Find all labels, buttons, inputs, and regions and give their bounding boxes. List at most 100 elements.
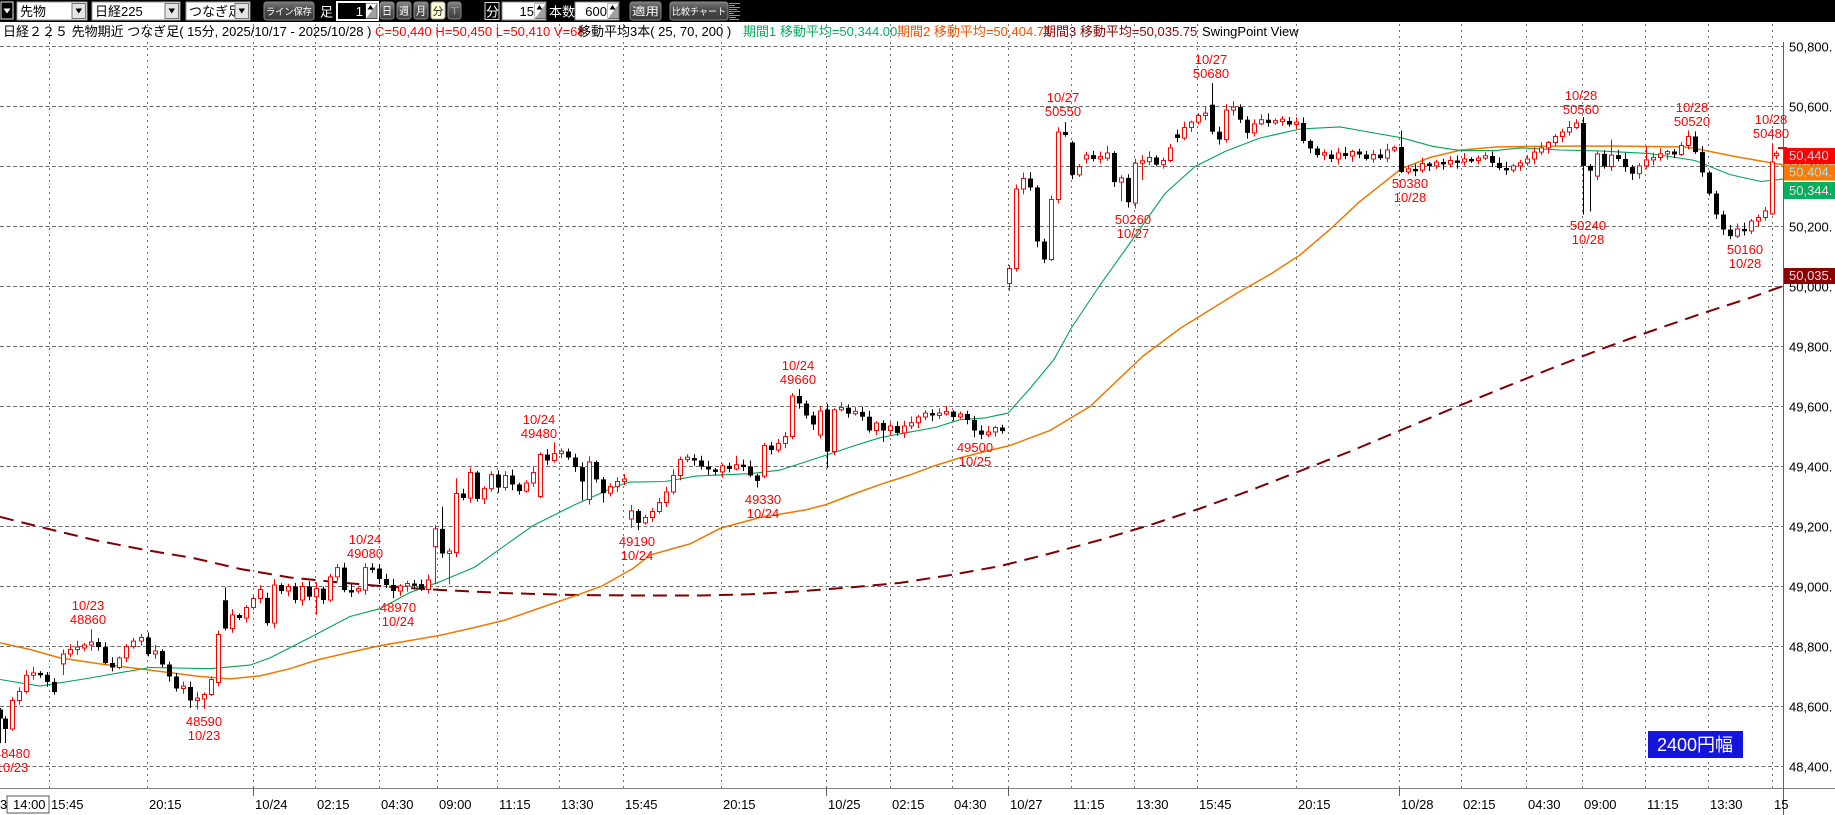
svg-text:49080: 49080 — [347, 546, 383, 561]
svg-text:10/24: 10/24 — [255, 797, 288, 812]
svg-text:SwingPoint View: SwingPoint View — [1202, 24, 1299, 39]
svg-text:期間1 移動平均=50,344.00: 期間1 移動平均=50,344.00 — [743, 24, 897, 39]
svg-text:49,000.: 49,000. — [1789, 580, 1832, 595]
svg-text:50480: 50480 — [1753, 126, 1789, 141]
svg-text:02:15: 02:15 — [1463, 797, 1496, 812]
svg-text:13:30: 13:30 — [1136, 797, 1169, 812]
svg-text:600: 600 — [585, 4, 607, 19]
svg-text:10/28: 10/28 — [1729, 256, 1762, 271]
svg-text:10/27: 10/27 — [1117, 226, 1150, 241]
svg-text:10/25: 10/25 — [959, 454, 992, 469]
svg-text:15:45: 15:45 — [51, 797, 84, 812]
svg-text:50550: 50550 — [1045, 104, 1081, 119]
svg-text:13:30: 13:30 — [561, 797, 594, 812]
svg-text:期間3 移動平均=50,035.75: 期間3 移動平均=50,035.75 — [1043, 24, 1197, 39]
svg-text:50,440: 50,440 — [1789, 148, 1829, 163]
svg-text:15: 15 — [1774, 797, 1788, 812]
svg-text:50240: 50240 — [1570, 218, 1606, 233]
svg-text:50,035.: 50,035. — [1789, 268, 1832, 283]
svg-text:15: 15 — [520, 4, 534, 19]
svg-text:50,800.: 50,800. — [1789, 40, 1832, 55]
svg-text:先物: 先物 — [20, 4, 46, 19]
svg-text:50560: 50560 — [1563, 102, 1599, 117]
svg-text:10/23: 10/23 — [0, 760, 28, 775]
svg-text:15:45: 15:45 — [625, 797, 658, 812]
svg-text:10/28: 10/28 — [1755, 112, 1788, 127]
svg-text:適用: 適用 — [632, 4, 659, 18]
svg-text:49,200.: 49,200. — [1789, 520, 1832, 535]
svg-text:49330: 49330 — [745, 492, 781, 507]
svg-text:10/24: 10/24 — [523, 412, 556, 427]
svg-text:49480: 49480 — [521, 426, 557, 441]
svg-text:10/25: 10/25 — [828, 797, 861, 812]
svg-text:10/24: 10/24 — [382, 614, 415, 629]
svg-text:日: 日 — [382, 6, 392, 18]
svg-text:10/28: 10/28 — [1401, 797, 1434, 812]
svg-text:49,600.: 49,600. — [1789, 400, 1832, 415]
svg-text:週: 週 — [399, 5, 409, 18]
svg-text:20:15: 20:15 — [723, 797, 756, 812]
svg-text:10/24: 10/24 — [349, 532, 382, 547]
svg-text:比較チャート: 比較チャート — [672, 6, 726, 18]
svg-text:50160: 50160 — [1727, 242, 1763, 257]
svg-text:11:15: 11:15 — [1073, 797, 1105, 812]
svg-text:49660: 49660 — [780, 372, 816, 387]
svg-text:10/28: 10/28 — [1676, 100, 1709, 115]
svg-text:13:30: 13:30 — [1710, 797, 1743, 812]
svg-text:48,400.: 48,400. — [1789, 760, 1832, 775]
svg-text:50,404.: 50,404. — [1789, 165, 1832, 180]
svg-text:10/28: 10/28 — [1394, 190, 1427, 205]
svg-text:10/28: 10/28 — [1572, 232, 1605, 247]
svg-text:04:30: 04:30 — [954, 797, 987, 812]
svg-text:月: 月 — [416, 6, 426, 18]
svg-text:09:00: 09:00 — [1584, 797, 1617, 812]
svg-text:T: T — [450, 6, 459, 18]
svg-text:足: 足 — [320, 5, 333, 20]
svg-text:日経２２５ 先物期近 つなぎ足( 15分, 2025/10/: 日経２２５ 先物期近 つなぎ足( 15分, 2025/10/17 - 2025/… — [3, 24, 371, 39]
svg-text:10/23: 10/23 — [72, 598, 105, 613]
svg-text:日経225: 日経225 — [95, 4, 143, 19]
svg-text:49,800.: 49,800. — [1789, 340, 1832, 355]
svg-text:11:15: 11:15 — [499, 797, 531, 812]
svg-text:49500: 49500 — [957, 440, 993, 455]
svg-text:49190: 49190 — [619, 534, 655, 549]
svg-text:10/24: 10/24 — [621, 548, 654, 563]
svg-text:C=50,440 H=50,450 L=50,410 V=6: C=50,440 H=50,450 L=50,410 V=68 — [375, 24, 585, 39]
svg-text:02:15: 02:15 — [317, 797, 350, 812]
svg-text:04:30: 04:30 — [381, 797, 414, 812]
svg-text:50380: 50380 — [1392, 176, 1428, 191]
svg-text:10/27: 10/27 — [1010, 797, 1043, 812]
svg-text:ライン保存: ライン保存 — [266, 6, 312, 18]
svg-text:10/24: 10/24 — [747, 506, 780, 521]
svg-text:10/28: 10/28 — [1565, 88, 1598, 103]
svg-text:2400円幅: 2400円幅 — [1657, 735, 1733, 755]
svg-text:09:00: 09:00 — [439, 797, 472, 812]
svg-text:50,200.: 50,200. — [1789, 220, 1832, 235]
svg-text:48480: 48480 — [0, 746, 30, 761]
svg-text:10/27: 10/27 — [1195, 52, 1228, 67]
svg-text:20:15: 20:15 — [149, 797, 182, 812]
svg-text:本数: 本数 — [549, 5, 575, 20]
svg-text:50,344.: 50,344. — [1789, 183, 1832, 198]
svg-text:50520: 50520 — [1674, 114, 1710, 129]
svg-text:50,600.: 50,600. — [1789, 100, 1832, 115]
svg-text:移動平均3本( 25, 70, 200 ): 移動平均3本( 25, 70, 200 ) — [578, 24, 731, 39]
svg-text:11:15: 11:15 — [1647, 797, 1679, 812]
svg-text:50680: 50680 — [1193, 66, 1229, 81]
svg-text:48,800.: 48,800. — [1789, 640, 1832, 655]
svg-text:分: 分 — [486, 5, 499, 20]
svg-text:48590: 48590 — [186, 714, 222, 729]
svg-text:48,600.: 48,600. — [1789, 700, 1832, 715]
svg-text:48860: 48860 — [70, 612, 106, 627]
svg-text:3: 3 — [0, 797, 7, 812]
svg-text:10/27: 10/27 — [1047, 90, 1080, 105]
svg-text:つなぎ足: つなぎ足 — [189, 4, 241, 19]
svg-text:分: 分 — [433, 5, 444, 18]
svg-text:1: 1 — [356, 4, 363, 19]
svg-text:10/24: 10/24 — [782, 358, 815, 373]
svg-text:10/23: 10/23 — [188, 728, 221, 743]
svg-text:15:45: 15:45 — [1199, 797, 1232, 812]
svg-text:期間2 移動平均=50,404.71: 期間2 移動平均=50,404.71 — [897, 24, 1051, 39]
svg-text:50260: 50260 — [1115, 212, 1151, 227]
svg-text:20:15: 20:15 — [1298, 797, 1331, 812]
